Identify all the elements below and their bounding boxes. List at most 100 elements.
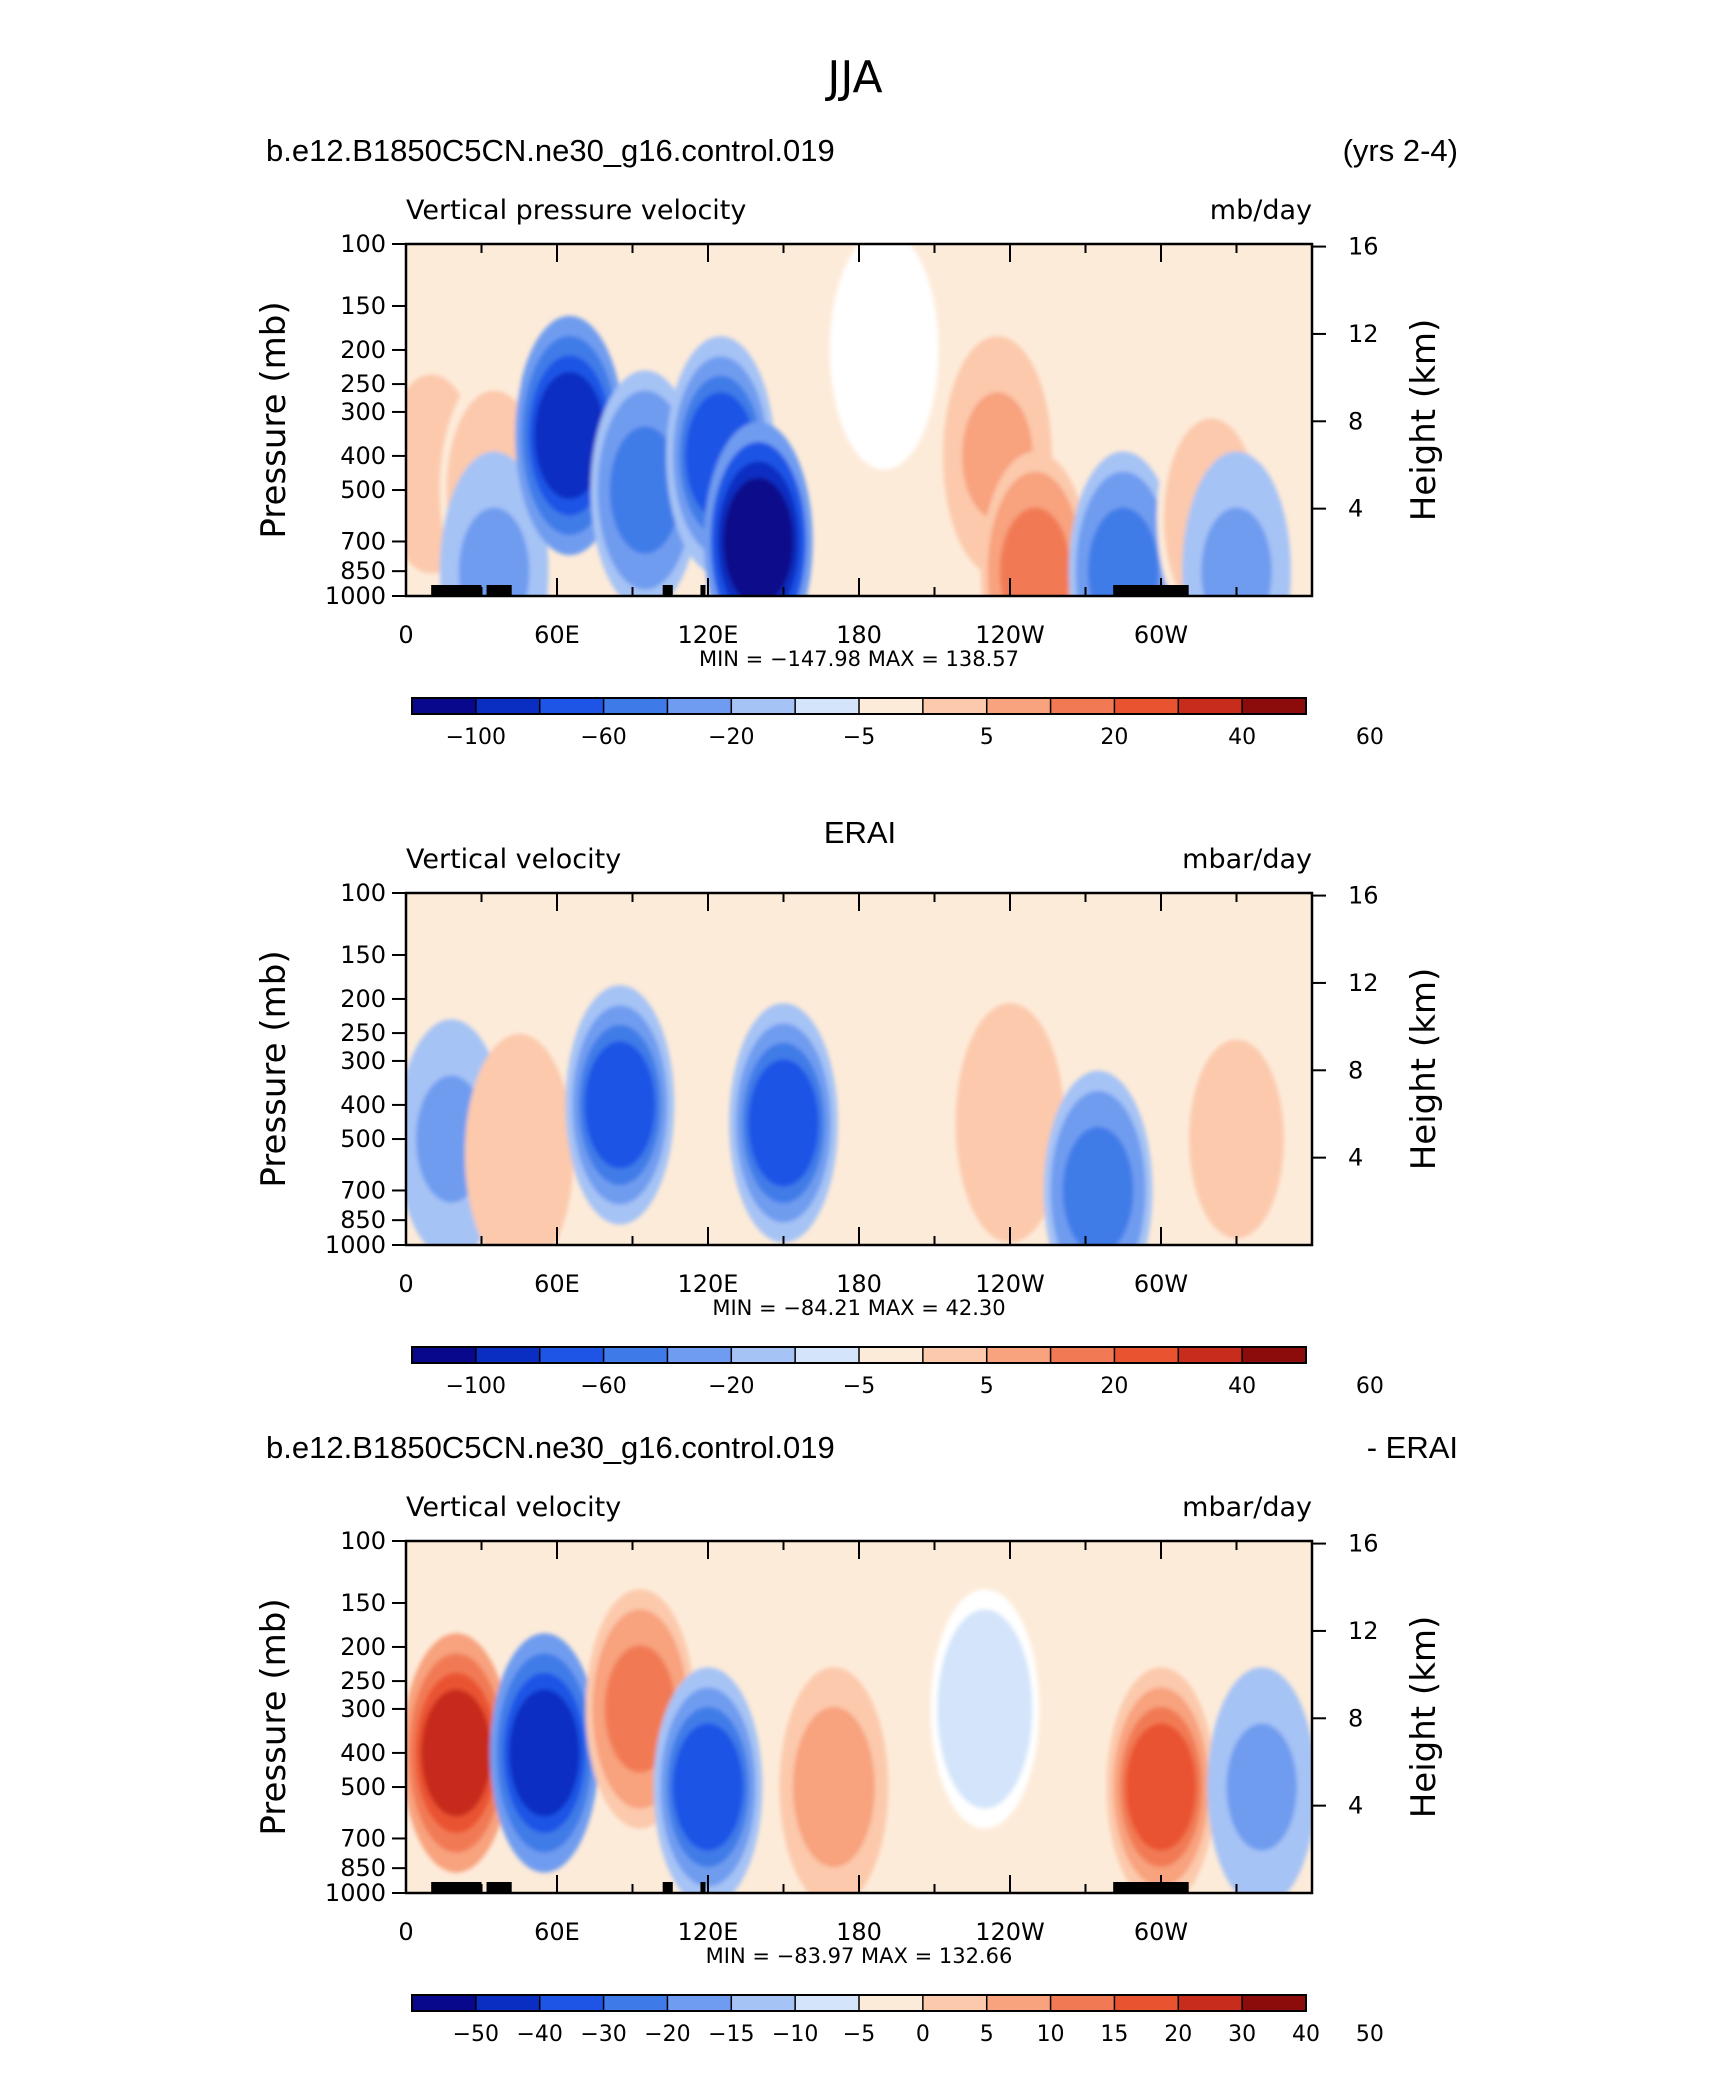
y2-tick-label: 12 [1348, 1617, 1379, 1645]
colorbar-label: 60 [1356, 725, 1384, 750]
panel-subtitle: Vertical pressure velocity [406, 195, 746, 226]
x-tick-label: 60W [1134, 1918, 1188, 1946]
min-max-label: MIN = −84.21 MAX = 42.30 [712, 1296, 1005, 1320]
field-contour [748, 1059, 819, 1187]
field-contour [458, 507, 530, 596]
y2-tick-label: 4 [1348, 1144, 1363, 1172]
y2-tick-label: 16 [1348, 1530, 1379, 1558]
y-axis-label: Pressure (mb) [254, 950, 294, 1187]
y-tick-label: 100 [340, 879, 386, 907]
y-tick-label: 200 [340, 336, 386, 364]
x-tick-label: 120W [975, 1918, 1045, 1946]
x-tick-label: 120E [678, 621, 739, 649]
x-tick-label: 120W [975, 621, 1045, 649]
y-tick-label: 250 [340, 1667, 386, 1695]
panel-units: mbar/day [1182, 844, 1312, 875]
y-tick-label: 1000 [325, 1879, 386, 1907]
colorbar-label: 50 [1356, 2022, 1384, 2047]
colorbar-label: 5 [980, 725, 994, 750]
colorbar-segment [922, 698, 988, 714]
y-tick-label: 700 [340, 527, 386, 555]
colorbar-segment [475, 1995, 541, 2011]
colorbar-label: 20 [1100, 725, 1128, 750]
colorbar-label: −5 [843, 1374, 875, 1399]
y-tick-label: 400 [340, 1739, 386, 1767]
x-tick-label: 180 [836, 1270, 882, 1298]
colorbar-label: −40 [516, 2022, 562, 2047]
colorbar-segment [475, 1347, 541, 1363]
y-tick-label: 200 [340, 985, 386, 1013]
colorbar-frame [411, 697, 1307, 715]
x-tick-label: 0 [398, 1270, 413, 1298]
y-tick-label: 250 [340, 1019, 386, 1047]
x-tick-label: 120W [975, 1270, 1045, 1298]
colorbar-label: −50 [453, 2022, 499, 2047]
colorbar-label: 20 [1164, 2022, 1192, 2047]
y-tick-label: 400 [340, 1091, 386, 1119]
y-tick-label: 300 [340, 1047, 386, 1075]
field-contour [609, 426, 681, 554]
colorbar-segment [859, 698, 924, 714]
y-tick-label: 500 [340, 476, 386, 504]
field-layer [406, 244, 1291, 596]
x-tick-label: 60E [534, 1270, 580, 1298]
y-tick-label: 1000 [325, 582, 386, 610]
field-contour [1125, 1723, 1197, 1851]
colorbar-segment [731, 698, 796, 714]
colorbar-label: −20 [644, 2022, 690, 2047]
y-tick-label: 700 [340, 1176, 386, 1204]
colorbar-segment [795, 1347, 860, 1363]
x-tick-label: 180 [836, 621, 882, 649]
colorbar-label: −100 [446, 725, 506, 750]
field-contour [1201, 507, 1272, 596]
figure-title: JJA [824, 52, 882, 103]
colorbar-segment [667, 1995, 732, 2011]
colorbar-segment [1178, 1995, 1243, 2011]
colorbar-segment [795, 1995, 860, 2011]
x-tick-label: 0 [398, 1918, 413, 1946]
colorbar-segment [986, 698, 1052, 714]
x-tick-label: 180 [836, 1918, 882, 1946]
colorbar-segment [859, 1995, 924, 2011]
land-mask [1113, 585, 1189, 596]
y-tick-label: 150 [340, 941, 386, 969]
panel-model: b.e12.B1850C5CN.ne30_g16.control.019 (yrs… [254, 133, 1458, 750]
field-contour [1201, 1075, 1272, 1203]
field-contour [421, 1689, 492, 1817]
y2-tick-label: 8 [1348, 1704, 1363, 1732]
y2-axis-label: Height (km) [1404, 319, 1444, 522]
colorbar-label: 40 [1228, 1374, 1256, 1399]
colorbar-label: 10 [1037, 2022, 1065, 2047]
y-tick-label: 100 [340, 1527, 386, 1555]
colorbar-label: 0 [916, 2022, 930, 2047]
colorbar-segment [603, 1995, 668, 2011]
y-tick-label: 500 [340, 1125, 386, 1153]
colorbar-label: −60 [580, 725, 626, 750]
y-tick-label: 250 [340, 370, 386, 398]
colorbar-segment [1178, 698, 1243, 714]
field-contour [534, 371, 605, 500]
y2-tick-label: 4 [1348, 495, 1363, 523]
land-mask [662, 1882, 673, 1893]
field-contour [999, 507, 1071, 596]
colorbar-segment [603, 1347, 668, 1363]
land-mask [431, 1882, 482, 1893]
colorbar-frame [411, 1994, 1307, 2012]
colorbar-segment [412, 1995, 477, 2011]
x-tick-label: 60E [534, 621, 580, 649]
colorbar-label: 40 [1292, 2022, 1320, 2047]
land-mask [700, 1882, 706, 1893]
colorbar-segment [603, 698, 668, 714]
field-contour [974, 1059, 1046, 1187]
field-layer [406, 1589, 1312, 1893]
colorbar-segment [1050, 1347, 1115, 1363]
colorbar-label: −5 [843, 725, 875, 750]
colorbar-segment [475, 698, 541, 714]
y2-tick-label: 8 [1348, 407, 1363, 435]
field-contour [483, 1089, 555, 1218]
y2-tick-label: 16 [1348, 233, 1379, 261]
field-contour [848, 286, 920, 414]
y-tick-label: 850 [340, 1854, 386, 1882]
colorbar-segment [1114, 1347, 1179, 1363]
